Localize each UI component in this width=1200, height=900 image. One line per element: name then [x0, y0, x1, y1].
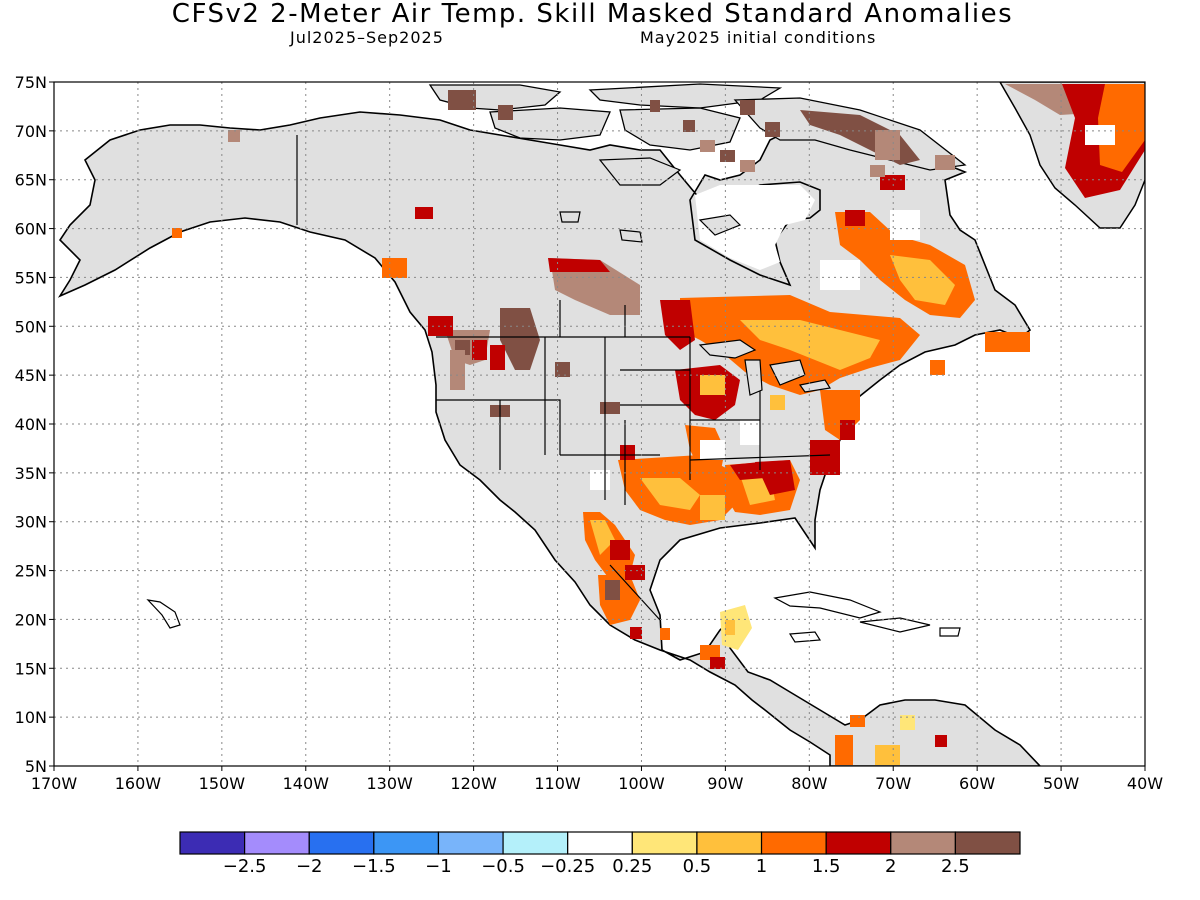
colorbar-swatch [760, 831, 827, 855]
lon-label: 120W [450, 774, 497, 793]
colorbar-label: −1 [425, 856, 452, 877]
lat-label: 35N [15, 464, 47, 483]
lat-label: 40N [15, 415, 47, 434]
colorbar-swatch [954, 831, 1021, 855]
lat-label: 20N [15, 610, 47, 629]
lat-label: 55N [15, 268, 47, 287]
lon-label: 170W [31, 774, 78, 793]
colorbar-label: −0.25 [540, 856, 596, 877]
lon-label: 50W [1043, 774, 1079, 793]
lakes [559, 211, 831, 396]
lon-label: 60W [959, 774, 995, 793]
colorbar-label: −1.5 [351, 856, 396, 877]
political-boundaries [296, 135, 831, 621]
colorbar-swatch [696, 831, 763, 855]
lon-label: 90W [707, 774, 743, 793]
colorbar-label: 1.5 [811, 856, 841, 877]
colorbar-label: −2.5 [222, 856, 267, 877]
colorbar-swatch [890, 831, 956, 855]
lat-label: 45N [15, 366, 47, 385]
colorbar-swatch [502, 831, 569, 855]
lat-label: 5N [25, 757, 47, 776]
lat-label: 75N [15, 73, 47, 92]
unmasked-regions [590, 185, 920, 490]
lat-label: 15N [15, 659, 47, 678]
colorbar-label: 2 [885, 856, 897, 877]
caribbean-islands [146, 591, 961, 643]
colorbar-label: 2.5 [941, 856, 970, 877]
colorbar-swatch [567, 831, 633, 855]
lat-label: 60N [15, 220, 47, 239]
colorbar-label: −2 [295, 856, 323, 877]
colorbar-swatch [631, 831, 698, 855]
lon-label: 130W [367, 774, 414, 793]
colorbar-swatch [825, 831, 892, 855]
lon-label: 40W [1127, 774, 1163, 793]
lat-label: 50N [15, 317, 47, 336]
lon-label: 110W [534, 774, 581, 793]
lon-label: 100W [618, 774, 665, 793]
lat-label: 30N [15, 513, 47, 532]
lat-label: 10N [15, 708, 47, 727]
lat-label: 65N [15, 171, 47, 190]
initial-conditions: May2025 initial conditions [640, 28, 877, 47]
colorbar-label: 0.25 [612, 856, 653, 877]
greenland-landmass [999, 82, 1145, 229]
lon-label: 160W [115, 774, 162, 793]
colorbar-label: −0.5 [481, 856, 525, 877]
forecast-period: Jul2025–Sep2025 [290, 28, 444, 47]
axis-labels: 75N 70N 65N 60N 55N 50N 45N 40N 35N 30N 25N 20N 15N 1… [15, 73, 1164, 793]
colorbar-label: 1 [755, 856, 768, 877]
gridlines [54, 82, 1145, 766]
colorbar-swatch [437, 831, 504, 855]
lon-label: 70W [875, 774, 911, 793]
lon-label: 80W [791, 774, 827, 793]
north-america-landmass [57, 111, 1042, 766]
map-title: CFSv2 2-Meter Air Temp. Skill Masked Sta… [171, 0, 1014, 29]
lon-label: 150W [199, 774, 246, 793]
colorbar [179, 831, 1021, 855]
colorbar-swatch [308, 831, 375, 855]
colorbar-swatch [179, 831, 246, 855]
lon-label: 140W [283, 774, 330, 793]
colorbar-swatch [244, 831, 310, 855]
lat-label: 25N [15, 562, 47, 581]
lat-label: 70N [15, 122, 47, 141]
colorbar-swatch [373, 831, 440, 855]
colorbar-label: 0.5 [682, 856, 712, 877]
